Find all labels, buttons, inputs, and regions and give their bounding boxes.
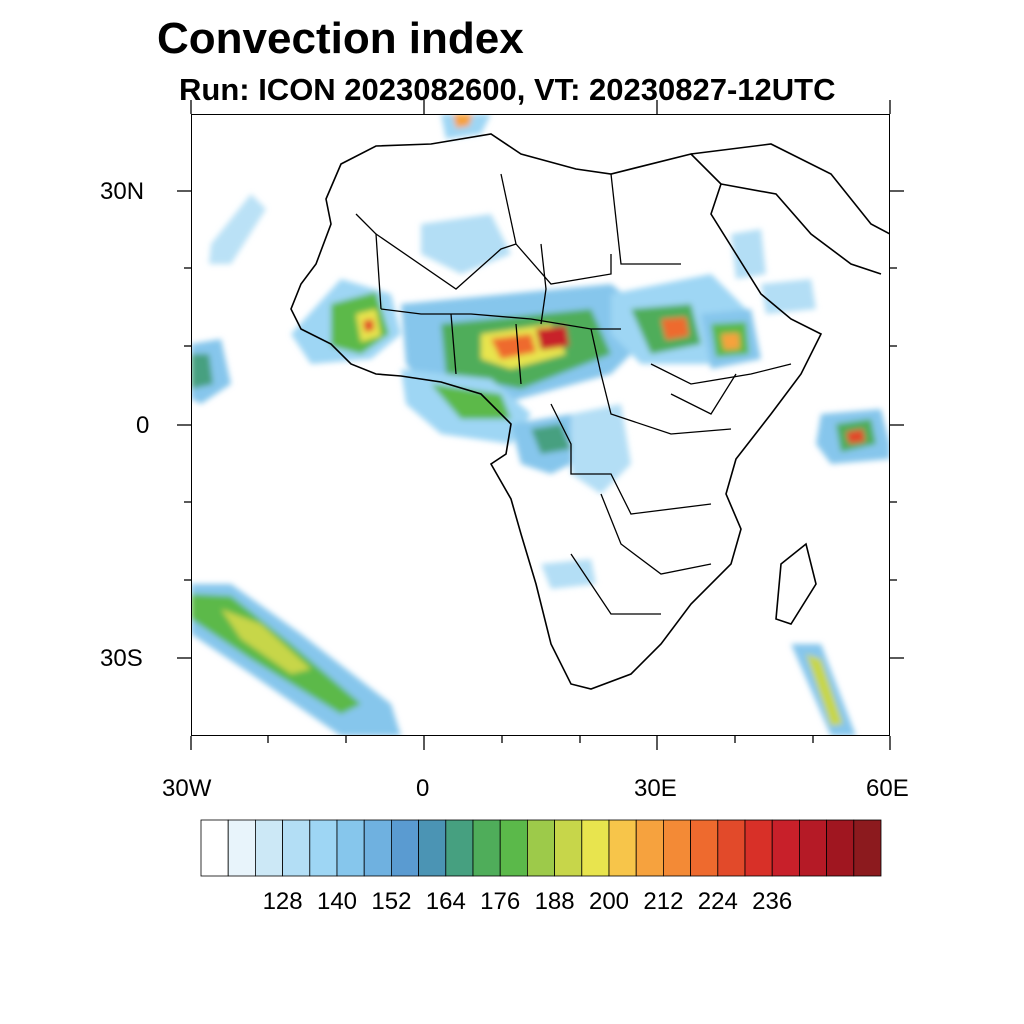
colorbar-swatch [826,819,855,877]
page-title: Convection index [157,14,524,63]
map-panel [191,114,890,736]
colorbar-label: 236 [752,888,793,915]
colorbar-swatch [554,819,583,877]
colorbar-swatch [418,819,447,877]
colorbar-swatch [363,819,392,877]
convection-field [191,114,890,736]
run-subtitle: Run: ICON 2023082600, VT: 20230827-12UTC [179,72,836,107]
colorbar-swatch [581,819,610,877]
colorbar-swatch [662,819,691,877]
colorbar-swatch [526,819,555,877]
colorbar-swatch [282,819,311,877]
colorbar-label: 140 [316,888,358,915]
colorbar-swatch [799,819,828,877]
colorbar-swatch [255,819,284,877]
colorbar-swatch [390,819,419,877]
colorbar-swatch [499,819,528,877]
lon-label-30e: 30E [634,775,677,802]
lat-label-30n: 30N [100,178,145,205]
colorbar-swatch [853,819,882,877]
lon-label-60e: 60E [866,775,909,802]
colorbar-swatch [309,819,338,877]
coastlines [290,133,890,690]
map-canvas [191,114,890,736]
colorbar-label: 152 [371,888,412,915]
colorbar-swatch [744,819,773,877]
colorbar-swatch [717,819,746,877]
colorbar-swatch [771,819,800,877]
colorbar-swatch [227,819,256,877]
lat-label-30s: 30S [100,645,143,672]
colorbar-swatch [635,819,664,877]
colorbar-label: 200 [588,888,630,915]
lon-label-30w: 30W [162,775,212,802]
colorbar-swatch [472,819,501,877]
lat-label-0: 0 [136,412,150,439]
country-borders [355,173,792,615]
colorbar-label: 224 [697,888,738,915]
colorbar-label: 188 [534,888,575,915]
colorbar-swatch [608,819,637,877]
colorbar-swatch [200,819,229,877]
colorbar-swatch [690,819,719,877]
colorbar-label: 128 [262,888,303,915]
colorbar-label: 176 [480,888,521,915]
colorbar-swatch [336,819,365,877]
colorbar-swatch [445,819,474,877]
colorbar-label: 212 [643,888,684,915]
colorbar [200,819,882,877]
lon-label-0: 0 [416,775,430,802]
colorbar-label: 164 [425,888,466,915]
